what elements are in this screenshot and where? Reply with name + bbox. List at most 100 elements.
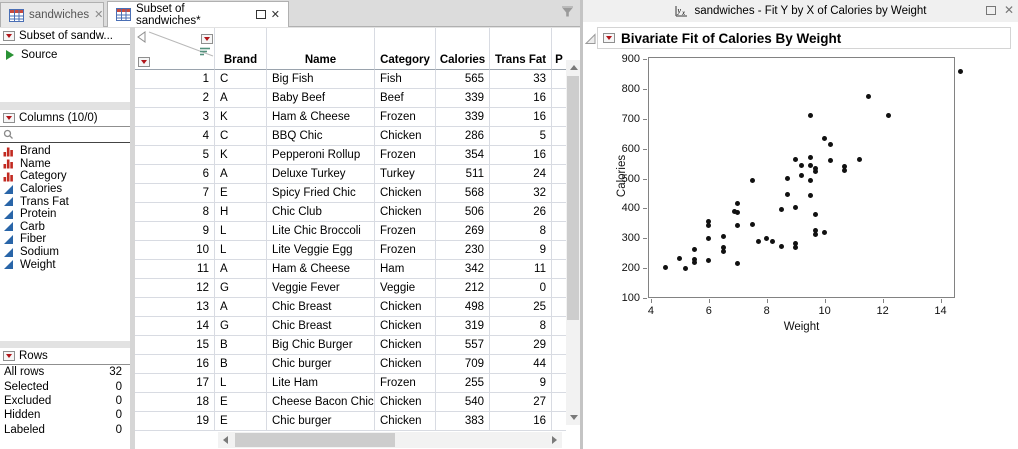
data-point[interactable] bbox=[813, 228, 819, 234]
scroll-up-icon[interactable] bbox=[570, 65, 578, 70]
data-cell[interactable]: Cheese Bacon Chic bbox=[267, 393, 375, 412]
red-triangle-menu-icon[interactable] bbox=[603, 33, 615, 43]
column-list-item-category[interactable]: Category bbox=[0, 170, 130, 183]
data-cell[interactable]: Chicken bbox=[375, 336, 436, 355]
column-header-category[interactable]: Category bbox=[375, 28, 436, 70]
sidebar-splitter[interactable] bbox=[130, 27, 135, 449]
data-cell[interactable]: Chicken bbox=[375, 412, 436, 431]
source-script-item[interactable]: Source bbox=[0, 45, 130, 61]
data-point[interactable] bbox=[813, 231, 819, 237]
data-cell[interactable] bbox=[552, 127, 566, 146]
data-cell[interactable]: 568 bbox=[436, 184, 490, 203]
data-point[interactable] bbox=[706, 257, 712, 263]
data-cell[interactable] bbox=[552, 260, 566, 279]
data-filter-funnel-icon[interactable] bbox=[561, 6, 574, 18]
column-header-p[interactable]: P bbox=[552, 28, 566, 70]
column-list-item-carb[interactable]: Carb bbox=[0, 221, 130, 234]
data-cell[interactable]: A bbox=[215, 260, 267, 279]
data-cell[interactable]: Baby Beef bbox=[267, 89, 375, 108]
data-cell[interactable]: Frozen bbox=[375, 241, 436, 260]
data-cell[interactable]: 27 bbox=[490, 393, 552, 412]
data-cell[interactable]: A bbox=[215, 165, 267, 184]
column-header-name[interactable]: Name bbox=[267, 28, 375, 70]
data-point[interactable] bbox=[822, 135, 828, 141]
data-point[interactable] bbox=[784, 192, 790, 198]
data-point[interactable] bbox=[749, 222, 755, 228]
data-point[interactable] bbox=[720, 248, 726, 254]
data-cell[interactable]: 24 bbox=[490, 165, 552, 184]
data-point[interactable] bbox=[793, 156, 799, 162]
data-point[interactable] bbox=[807, 162, 813, 168]
row-number-cell[interactable]: 7 bbox=[135, 184, 215, 203]
data-point[interactable] bbox=[735, 210, 741, 216]
data-cell[interactable]: Beef bbox=[375, 89, 436, 108]
data-cell[interactable]: 8 bbox=[490, 317, 552, 336]
data-cell[interactable]: 9 bbox=[490, 241, 552, 260]
data-cell[interactable]: 511 bbox=[436, 165, 490, 184]
vertical-scrollbar[interactable] bbox=[566, 60, 580, 425]
data-point[interactable] bbox=[764, 235, 770, 241]
data-cell[interactable] bbox=[552, 374, 566, 393]
data-cell[interactable] bbox=[552, 108, 566, 127]
data-point[interactable] bbox=[778, 244, 784, 250]
columns-search-input[interactable] bbox=[0, 128, 130, 143]
data-point[interactable] bbox=[793, 241, 799, 247]
tab-close-icon[interactable]: ✕ bbox=[270, 8, 280, 21]
data-cell[interactable] bbox=[552, 298, 566, 317]
data-cell[interactable]: 506 bbox=[436, 203, 490, 222]
data-cell[interactable]: Chicken bbox=[375, 317, 436, 336]
data-cell[interactable]: E bbox=[215, 393, 267, 412]
data-point[interactable] bbox=[827, 158, 833, 164]
data-cell[interactable] bbox=[552, 89, 566, 108]
column-list-item-protein[interactable]: Protein bbox=[0, 208, 130, 221]
tab-sandwiches[interactable]: sandwiches ✕ bbox=[0, 2, 104, 27]
data-point[interactable] bbox=[706, 219, 712, 225]
data-point[interactable] bbox=[735, 222, 741, 228]
data-cell[interactable]: 16 bbox=[490, 89, 552, 108]
data-cell[interactable] bbox=[552, 203, 566, 222]
data-cell[interactable]: 383 bbox=[436, 412, 490, 431]
data-point[interactable] bbox=[720, 234, 726, 240]
data-cell[interactable]: A bbox=[215, 89, 267, 108]
data-cell[interactable] bbox=[552, 393, 566, 412]
red-triangle-menu-icon[interactable] bbox=[3, 351, 15, 361]
data-cell[interactable]: A bbox=[215, 298, 267, 317]
data-cell[interactable]: Veggie bbox=[375, 279, 436, 298]
data-point[interactable] bbox=[807, 178, 813, 184]
data-cell[interactable]: B bbox=[215, 355, 267, 374]
tab-close-icon[interactable]: ✕ bbox=[94, 9, 104, 21]
data-cell[interactable]: Chicken bbox=[375, 298, 436, 317]
row-number-cell[interactable]: 13 bbox=[135, 298, 215, 317]
data-cell[interactable]: Lite Veggie Egg bbox=[267, 241, 375, 260]
row-number-cell[interactable]: 18 bbox=[135, 393, 215, 412]
row-number-cell[interactable]: 12 bbox=[135, 279, 215, 298]
data-cell[interactable]: G bbox=[215, 279, 267, 298]
data-cell[interactable]: Fish bbox=[375, 70, 436, 89]
data-cell[interactable]: L bbox=[215, 222, 267, 241]
scroll-left-icon[interactable] bbox=[223, 436, 228, 444]
red-triangle-menu-icon[interactable] bbox=[3, 31, 15, 41]
data-point[interactable] bbox=[749, 177, 755, 183]
column-list-item-sodium[interactable]: Sodium bbox=[0, 246, 130, 259]
sort-order-icon[interactable] bbox=[199, 47, 211, 56]
data-point[interactable] bbox=[813, 166, 819, 172]
data-point[interactable] bbox=[662, 264, 668, 270]
row-number-cell[interactable]: 14 bbox=[135, 317, 215, 336]
data-cell[interactable]: 8 bbox=[490, 222, 552, 241]
data-cell[interactable]: 33 bbox=[490, 70, 552, 89]
column-header-calories[interactable]: Calories bbox=[436, 28, 490, 70]
data-cell[interactable]: L bbox=[215, 241, 267, 260]
outline-collapse-icon[interactable] bbox=[585, 33, 596, 45]
data-cell[interactable]: 0 bbox=[490, 279, 552, 298]
data-cell[interactable]: 354 bbox=[436, 146, 490, 165]
data-cell[interactable]: L bbox=[215, 374, 267, 393]
data-cell[interactable]: 565 bbox=[436, 70, 490, 89]
data-cell[interactable]: Frozen bbox=[375, 146, 436, 165]
scroll-down-icon[interactable] bbox=[570, 415, 578, 420]
window-close-icon[interactable]: ✕ bbox=[1003, 3, 1014, 17]
vertical-scroll-thumb[interactable] bbox=[567, 76, 579, 320]
data-cell[interactable]: H bbox=[215, 203, 267, 222]
data-point[interactable] bbox=[735, 261, 741, 267]
data-cell[interactable]: 286 bbox=[436, 127, 490, 146]
rows-red-triangle-icon[interactable] bbox=[138, 57, 150, 67]
